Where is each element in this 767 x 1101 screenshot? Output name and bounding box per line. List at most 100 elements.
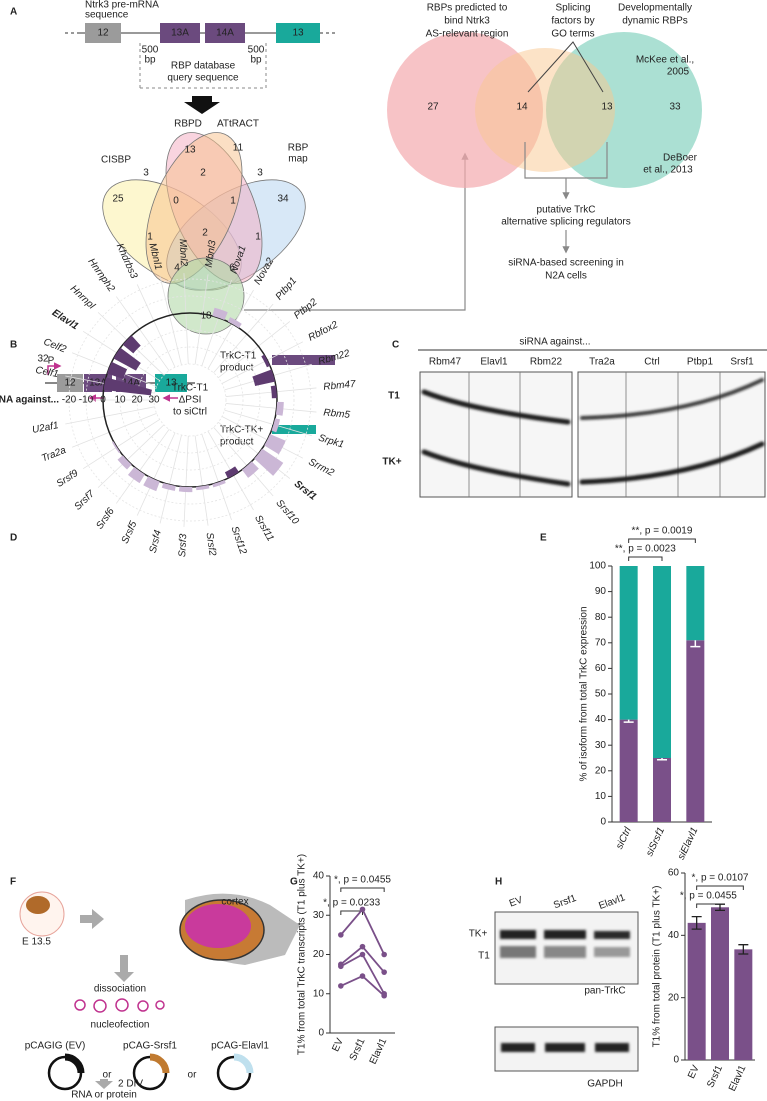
exon-label: 12 bbox=[97, 28, 109, 39]
bar-segment bbox=[619, 719, 638, 822]
spoke bbox=[97, 424, 165, 488]
venn-count: 3 bbox=[143, 168, 149, 179]
flow-step: putative TrkC bbox=[537, 205, 596, 216]
culture-label: RNA or protein bbox=[71, 1090, 137, 1101]
exon-label: 13A bbox=[171, 28, 189, 39]
point bbox=[359, 906, 366, 913]
plasmid-label: pCAGIG (EV) bbox=[25, 1041, 86, 1052]
bar bbox=[275, 401, 284, 416]
spoke bbox=[65, 406, 155, 425]
primer-label: P bbox=[48, 356, 55, 367]
point bbox=[359, 973, 366, 979]
bar bbox=[212, 307, 228, 321]
venn-count: 2 bbox=[200, 168, 206, 179]
grid-circle bbox=[153, 363, 227, 437]
point bbox=[359, 951, 366, 958]
y-tick-label: 40 bbox=[313, 871, 325, 882]
spoke bbox=[213, 426, 274, 497]
set-title: dynamic RBPs bbox=[622, 16, 688, 27]
gene-label: sequence bbox=[85, 10, 129, 21]
bar bbox=[122, 335, 141, 354]
reference: DeBoer bbox=[663, 153, 698, 164]
band-label: TK+ bbox=[469, 929, 488, 940]
series-line bbox=[340, 945, 385, 973]
bar bbox=[112, 441, 121, 454]
point bbox=[338, 932, 344, 938]
primer-label: 32 bbox=[37, 354, 49, 365]
venn-count: 3 bbox=[257, 168, 263, 179]
bar bbox=[117, 455, 132, 470]
band-label: T1 bbox=[478, 951, 490, 962]
r-tick-label: 30 bbox=[148, 395, 160, 406]
plasmid-label: pCAG-Srsf1 bbox=[123, 1041, 177, 1052]
category-label: U2af1 bbox=[31, 420, 59, 436]
bar-segment bbox=[653, 758, 671, 822]
venn-count: 14 bbox=[516, 102, 528, 113]
spoke bbox=[194, 435, 209, 526]
panel-label: C bbox=[392, 340, 399, 351]
culture-label: 2 DIV bbox=[118, 1079, 143, 1090]
venn-count: 0 bbox=[173, 196, 179, 207]
set-label: CISBP bbox=[101, 155, 131, 166]
lane-label: Tra2a bbox=[589, 357, 615, 368]
category-label: Srsf6 bbox=[94, 506, 117, 532]
lane-label: Srsf1 bbox=[552, 893, 578, 911]
spoke bbox=[207, 289, 254, 370]
lane-label: Elavl1 bbox=[480, 357, 508, 368]
bar bbox=[270, 385, 277, 399]
bp-label: bp bbox=[144, 55, 156, 66]
venn-count: 1 bbox=[230, 196, 236, 207]
spoke bbox=[159, 276, 182, 366]
venn-count: 11 bbox=[233, 143, 244, 154]
lane-label: Ctrl bbox=[644, 357, 660, 368]
point bbox=[338, 983, 344, 989]
significance-bracket bbox=[628, 556, 663, 561]
bar bbox=[734, 949, 753, 1060]
spoke bbox=[201, 279, 232, 367]
exon-label: 13A bbox=[89, 378, 107, 389]
reference: et al., 2013 bbox=[643, 165, 693, 176]
bar bbox=[196, 484, 210, 491]
plasmid-label: pCAG-Elavl1 bbox=[211, 1041, 269, 1052]
grid-circle bbox=[119, 329, 261, 471]
panel-label: A bbox=[10, 7, 17, 18]
bar bbox=[161, 482, 176, 491]
spoke bbox=[82, 419, 160, 469]
category-label: Srrm2 bbox=[307, 457, 337, 479]
lane-label: Ptbp1 bbox=[687, 357, 714, 368]
r-tick-label: -10 bbox=[79, 395, 94, 406]
bar bbox=[254, 448, 284, 476]
y-tick-label: 30 bbox=[595, 740, 607, 751]
or-label: or bbox=[188, 1070, 198, 1081]
x-tick-label: siSrsf1 bbox=[644, 826, 667, 858]
venn-count: 25 bbox=[112, 194, 124, 205]
bar-segment bbox=[686, 640, 705, 822]
lane-label: Srsf1 bbox=[730, 357, 754, 368]
r-tick-label: 20 bbox=[131, 395, 143, 406]
spoke bbox=[183, 273, 189, 365]
panel-label: B bbox=[10, 340, 17, 351]
flow-step: siRNA-based screening in bbox=[508, 258, 624, 269]
category-label: Srsf5 bbox=[120, 519, 140, 545]
region-label: cortex bbox=[221, 897, 248, 908]
y-tick-label: 10 bbox=[595, 791, 607, 802]
x-tick-label: siCtrl bbox=[614, 825, 634, 851]
y-axis-label: % of isoform from total TrkC expression bbox=[579, 606, 590, 781]
category-label: Ptbp1 bbox=[274, 275, 299, 302]
y-tick-label: 30 bbox=[313, 910, 325, 921]
category-label: Tra2a bbox=[40, 445, 68, 465]
set-title: Splicing bbox=[555, 3, 590, 14]
gene-label: Ntrk3 pre-mRNA bbox=[85, 0, 159, 11]
band-label: T1 bbox=[388, 391, 400, 402]
y-axis-label: T1% from total protein (T1 plus TK+) bbox=[652, 886, 663, 1048]
y-tick-label: 90 bbox=[595, 586, 607, 597]
x-tick-label: EV bbox=[330, 1036, 346, 1053]
significance-bracket bbox=[628, 538, 696, 543]
band-label: TK+ bbox=[382, 457, 401, 468]
set-title: factors by bbox=[551, 16, 594, 27]
bp-label: 500 bbox=[142, 45, 159, 56]
venn-count: 27 bbox=[427, 102, 439, 113]
category-label: Srsf4 bbox=[148, 529, 164, 555]
